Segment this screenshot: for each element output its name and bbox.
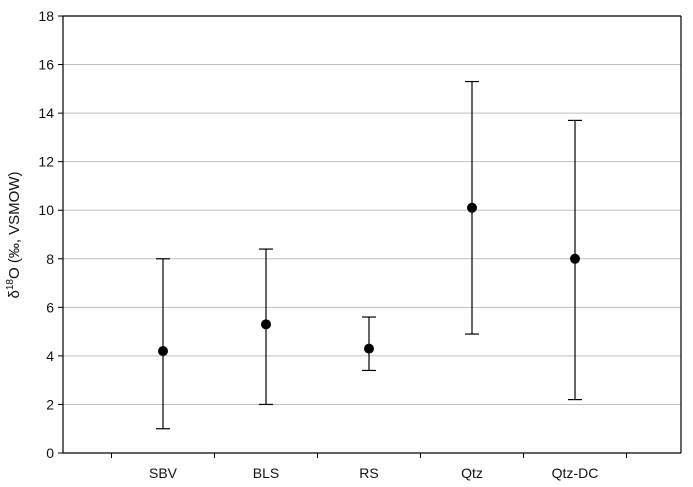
data-point-qtz-dc [570,253,580,264]
y-tick-label: 12 [38,154,54,170]
data-point-qtz [467,202,477,213]
y-axis-ticks: 0 2 4 6 8 10 12 14 16 18 [38,8,63,461]
y-tick-label: 8 [46,251,54,267]
y-tick-label: 14 [38,105,54,121]
y-axis-title: δ18O (‰, VSMOW) [5,172,23,299]
x-tick-label: SBV [149,465,178,481]
error-bars [156,80,582,430]
x-tick-label: BLS [253,465,279,481]
data-point-bls [261,319,271,330]
y-tick-label: 16 [38,57,54,73]
data-point-sbv [158,346,168,357]
y-tick-label: 6 [46,299,54,315]
x-tick-label: RS [359,465,378,481]
y-tick-label: 2 [46,396,54,412]
y-tick-label: 0 [46,445,54,461]
error-bar-sbv [156,258,170,430]
x-axis-ticks: SBV BLS RS Qtz Qtz-DC [111,453,627,481]
axes [62,15,682,454]
y-tick-label: 18 [38,8,54,24]
y-tick-label: 4 [46,348,54,364]
y-tick-label: 10 [38,202,54,218]
data-point-rs [364,343,374,354]
x-tick-label: Qtz-DC [552,465,599,481]
x-tick-label: Qtz [461,465,483,481]
data-points [158,202,580,357]
